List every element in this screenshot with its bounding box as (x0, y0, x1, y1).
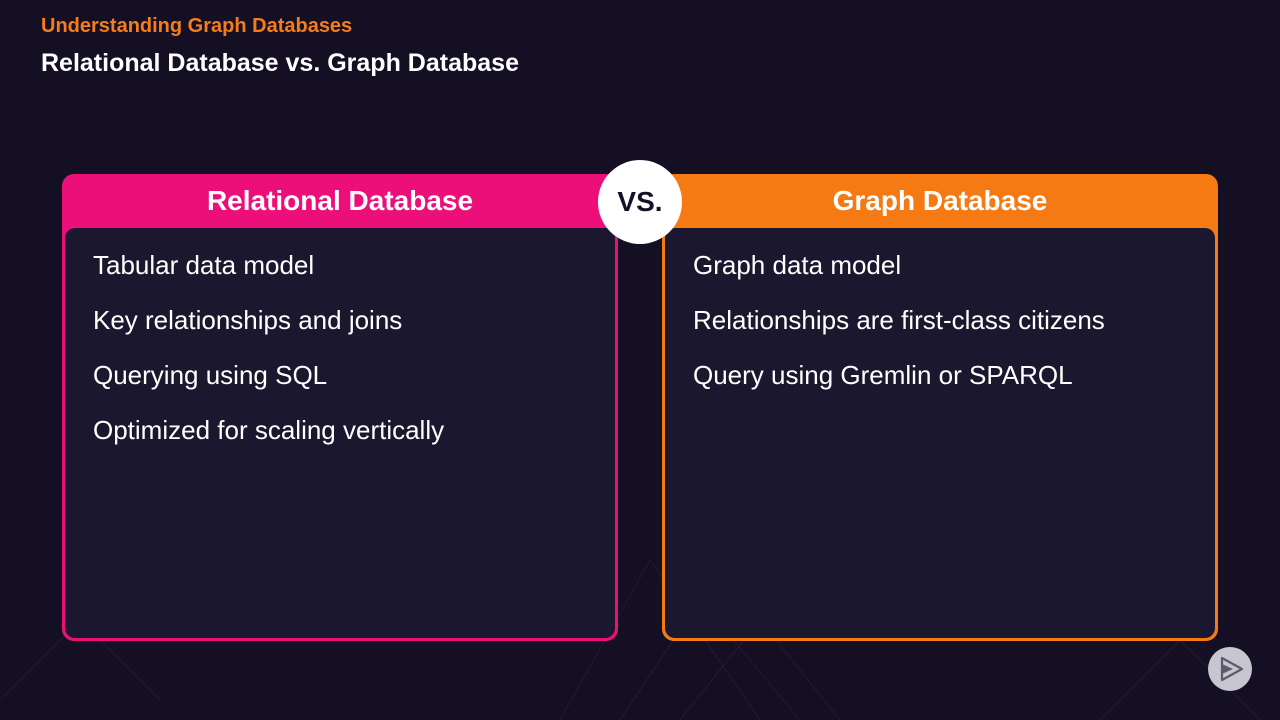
graph-panel-body: Graph data model Relationships are first… (665, 228, 1215, 638)
list-item: Graph data model (693, 250, 902, 280)
vs-badge: VS. (598, 160, 682, 244)
list-item: Key relationships and joins (93, 305, 403, 335)
list-item: Query using Gremlin or SPARQL (693, 360, 1073, 390)
list-item: Querying using SQL (93, 360, 328, 390)
list-item: Optimized for scaling vertically (93, 415, 445, 445)
relational-database-panel: Relational Database Tabular data model K… (62, 174, 618, 641)
graph-panel-title: Graph Database (832, 185, 1048, 216)
relational-panel-body: Tabular data model Key relationships and… (65, 228, 615, 638)
graph-database-panel: Graph Database Graph data model Relation… (662, 174, 1218, 641)
relational-panel-title: Relational Database (206, 185, 474, 216)
slide-title: Relational Database vs. Graph Database (41, 49, 519, 77)
list-item: Tabular data model (93, 250, 315, 280)
play-triangle-icon[interactable] (1206, 645, 1254, 693)
list-item: Relationships are first-class citizens (693, 305, 1105, 335)
section-kicker: Understanding Graph Databases (41, 15, 353, 37)
vs-label: VS. (617, 186, 663, 217)
